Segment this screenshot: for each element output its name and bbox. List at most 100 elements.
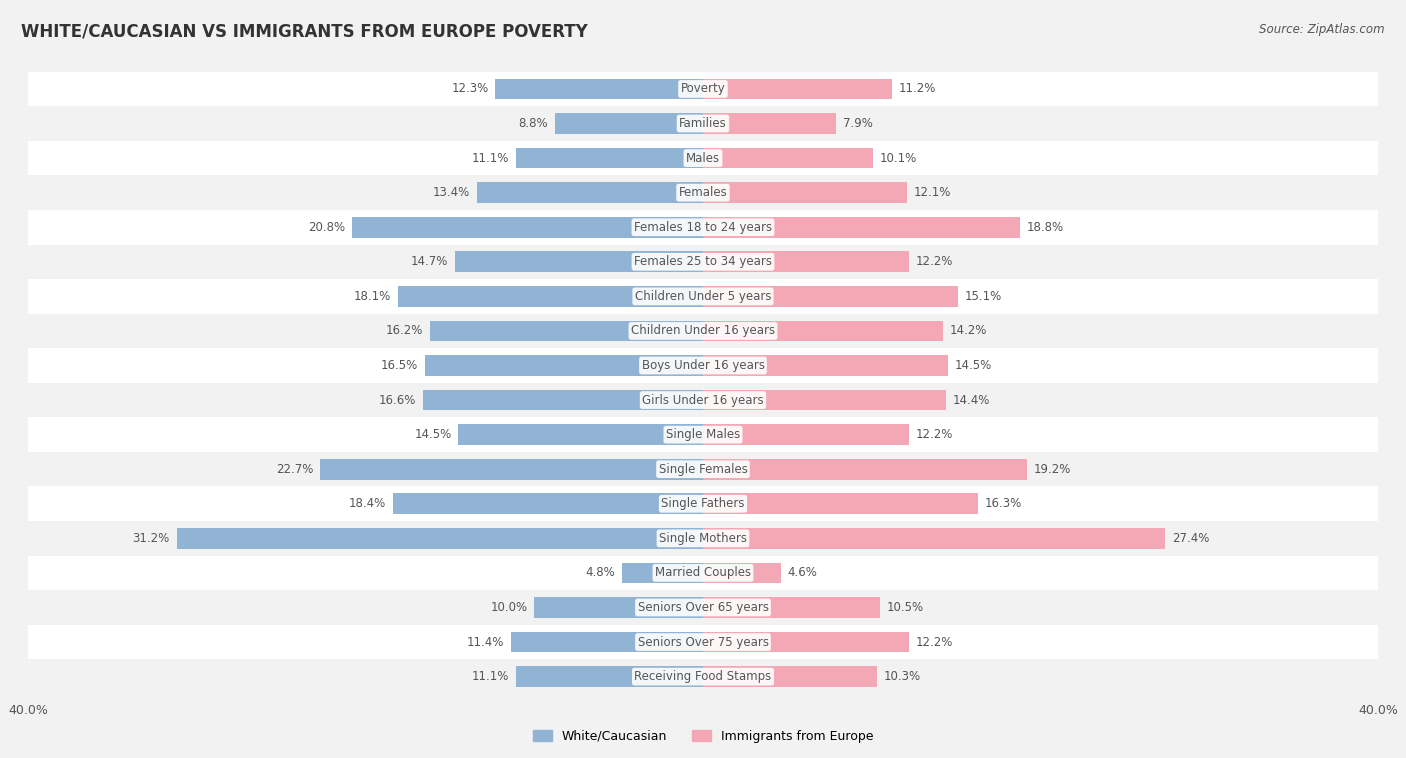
Text: 11.1%: 11.1% bbox=[471, 670, 509, 683]
Text: 4.6%: 4.6% bbox=[787, 566, 817, 579]
Text: 11.1%: 11.1% bbox=[471, 152, 509, 164]
Text: 15.1%: 15.1% bbox=[965, 290, 1001, 303]
Bar bbox=[703, 286, 957, 307]
Text: 11.4%: 11.4% bbox=[467, 635, 503, 649]
Text: 10.1%: 10.1% bbox=[880, 152, 917, 164]
Bar bbox=[516, 148, 703, 168]
Bar bbox=[703, 113, 837, 134]
Text: 13.4%: 13.4% bbox=[433, 186, 470, 199]
Text: 16.6%: 16.6% bbox=[378, 393, 416, 406]
Text: Married Couples: Married Couples bbox=[655, 566, 751, 579]
Bar bbox=[28, 487, 1378, 521]
Bar bbox=[28, 210, 1378, 245]
Bar bbox=[703, 562, 780, 584]
Text: 22.7%: 22.7% bbox=[276, 462, 314, 476]
Bar bbox=[703, 631, 908, 653]
Bar bbox=[28, 141, 1378, 175]
Text: 10.5%: 10.5% bbox=[887, 601, 924, 614]
Text: 12.2%: 12.2% bbox=[915, 428, 953, 441]
Text: 12.2%: 12.2% bbox=[915, 635, 953, 649]
Bar bbox=[430, 321, 703, 341]
Bar bbox=[621, 562, 703, 584]
Text: 16.3%: 16.3% bbox=[984, 497, 1022, 510]
Text: Source: ZipAtlas.com: Source: ZipAtlas.com bbox=[1260, 23, 1385, 36]
Bar bbox=[495, 79, 703, 99]
Text: 20.8%: 20.8% bbox=[308, 221, 346, 233]
Bar bbox=[392, 493, 703, 514]
Text: 18.4%: 18.4% bbox=[349, 497, 385, 510]
Bar bbox=[28, 659, 1378, 694]
Text: 12.3%: 12.3% bbox=[451, 83, 489, 96]
Text: Single Females: Single Females bbox=[658, 462, 748, 476]
Bar bbox=[177, 528, 703, 549]
Bar bbox=[703, 493, 979, 514]
Text: Children Under 5 years: Children Under 5 years bbox=[634, 290, 772, 303]
Bar bbox=[28, 72, 1378, 106]
Bar bbox=[28, 106, 1378, 141]
Bar bbox=[703, 666, 877, 687]
Bar bbox=[28, 452, 1378, 487]
Bar bbox=[352, 217, 703, 237]
Text: 14.2%: 14.2% bbox=[949, 324, 987, 337]
Bar bbox=[703, 528, 1166, 549]
Bar bbox=[703, 356, 948, 376]
Bar bbox=[510, 631, 703, 653]
Bar bbox=[554, 113, 703, 134]
Text: 31.2%: 31.2% bbox=[132, 532, 170, 545]
Bar bbox=[28, 418, 1378, 452]
Text: 11.2%: 11.2% bbox=[898, 83, 936, 96]
Text: 7.9%: 7.9% bbox=[844, 117, 873, 130]
Bar bbox=[703, 148, 873, 168]
Text: Single Fathers: Single Fathers bbox=[661, 497, 745, 510]
Text: 4.8%: 4.8% bbox=[585, 566, 616, 579]
Bar bbox=[703, 424, 908, 445]
Bar bbox=[321, 459, 703, 480]
Text: 16.5%: 16.5% bbox=[381, 359, 418, 372]
Bar bbox=[703, 321, 942, 341]
Bar bbox=[28, 279, 1378, 314]
Text: Poverty: Poverty bbox=[681, 83, 725, 96]
Text: Females: Females bbox=[679, 186, 727, 199]
Text: 12.1%: 12.1% bbox=[914, 186, 952, 199]
Text: Families: Families bbox=[679, 117, 727, 130]
Bar bbox=[28, 590, 1378, 625]
Text: Single Males: Single Males bbox=[666, 428, 740, 441]
Bar bbox=[28, 625, 1378, 659]
Text: 18.8%: 18.8% bbox=[1026, 221, 1064, 233]
Text: Single Mothers: Single Mothers bbox=[659, 532, 747, 545]
Text: Females 18 to 24 years: Females 18 to 24 years bbox=[634, 221, 772, 233]
Bar bbox=[425, 356, 703, 376]
Bar bbox=[477, 182, 703, 203]
Bar bbox=[28, 521, 1378, 556]
Bar bbox=[456, 252, 703, 272]
Bar bbox=[28, 556, 1378, 590]
Text: Receiving Food Stamps: Receiving Food Stamps bbox=[634, 670, 772, 683]
Bar bbox=[28, 245, 1378, 279]
Bar bbox=[28, 348, 1378, 383]
Bar bbox=[703, 597, 880, 618]
Bar bbox=[703, 390, 946, 410]
Text: Children Under 16 years: Children Under 16 years bbox=[631, 324, 775, 337]
Legend: White/Caucasian, Immigrants from Europe: White/Caucasian, Immigrants from Europe bbox=[527, 725, 879, 747]
Text: 16.2%: 16.2% bbox=[385, 324, 423, 337]
Bar bbox=[28, 175, 1378, 210]
Bar bbox=[28, 314, 1378, 348]
Text: 18.1%: 18.1% bbox=[354, 290, 391, 303]
Text: 27.4%: 27.4% bbox=[1173, 532, 1209, 545]
Bar bbox=[703, 182, 907, 203]
Text: Girls Under 16 years: Girls Under 16 years bbox=[643, 393, 763, 406]
Text: Boys Under 16 years: Boys Under 16 years bbox=[641, 359, 765, 372]
Bar bbox=[534, 597, 703, 618]
Bar bbox=[703, 459, 1026, 480]
Text: 14.5%: 14.5% bbox=[955, 359, 991, 372]
Text: 8.8%: 8.8% bbox=[519, 117, 548, 130]
Bar bbox=[423, 390, 703, 410]
Bar bbox=[458, 424, 703, 445]
Text: Males: Males bbox=[686, 152, 720, 164]
Text: 19.2%: 19.2% bbox=[1033, 462, 1071, 476]
Bar bbox=[398, 286, 703, 307]
Bar bbox=[516, 666, 703, 687]
Text: WHITE/CAUCASIAN VS IMMIGRANTS FROM EUROPE POVERTY: WHITE/CAUCASIAN VS IMMIGRANTS FROM EUROP… bbox=[21, 23, 588, 41]
Text: Seniors Over 75 years: Seniors Over 75 years bbox=[637, 635, 769, 649]
Text: 10.0%: 10.0% bbox=[491, 601, 527, 614]
